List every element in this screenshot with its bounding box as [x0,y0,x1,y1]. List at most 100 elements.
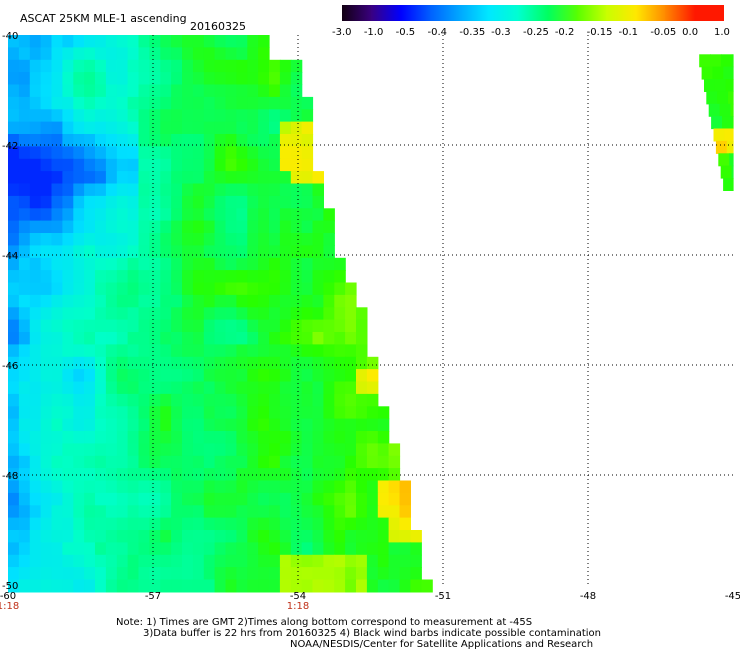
data-cell [51,480,63,494]
data-cell [51,356,63,370]
data-cell [334,492,346,506]
data-cell [160,393,172,407]
data-cell [116,369,129,383]
data-cell [182,517,194,531]
data-cell [105,356,118,370]
data-cell [160,554,172,568]
data-cell [51,517,63,531]
data-cell [73,505,85,519]
data-cell [236,455,248,469]
data-cell [258,158,270,172]
data-cell [182,109,194,123]
data-cell [171,406,183,420]
data-cell [62,47,74,61]
data-cell [269,96,281,110]
data-cell [62,183,74,197]
data-cell [116,257,129,271]
data-cell [214,146,227,160]
data-cell [29,171,42,185]
data-cell [149,406,161,420]
data-cell [182,245,194,259]
data-cell [138,233,150,246]
data-cell [149,220,161,234]
data-cell [160,245,172,259]
data-cell [40,468,53,482]
data-cell [8,542,20,556]
data-cell [279,505,292,519]
data-cell [127,220,140,234]
data-cell [301,134,314,147]
data-cell [334,455,346,469]
data-cell [8,233,20,246]
data-cell [729,153,734,167]
colorbar-tick-label: -0.5 [395,27,416,38]
data-cell [214,220,227,234]
data-cell [29,109,42,123]
data-cell [149,554,161,568]
data-cell [225,579,237,593]
data-cell [116,96,129,110]
data-cell [51,195,63,209]
data-cell [720,54,733,68]
data-cell [214,369,227,383]
data-cell [40,319,53,333]
data-cell [290,542,303,556]
data-cell [258,393,270,407]
data-cell [95,171,107,185]
data-cell [51,492,63,506]
data-cell [225,505,237,519]
data-cell [236,369,248,383]
data-cell [301,554,314,568]
data-cell [290,72,303,86]
data-cell [182,542,194,556]
data-cell [29,233,42,246]
data-cell [312,282,324,296]
data-cell [149,344,161,358]
data-cell [258,47,270,61]
data-cell [95,431,107,444]
data-cell [84,431,96,444]
data-cell [8,195,20,209]
data-cell [334,505,346,519]
data-cell [40,257,53,271]
data-cell [269,158,281,172]
data-cell [279,431,292,444]
data-cell [105,208,118,222]
data-cell [160,146,172,160]
data-cell [127,455,140,469]
data-cell [301,96,314,110]
data-cell [40,579,53,593]
data-cell [279,319,292,333]
data-cell [116,146,129,160]
data-cell [149,307,161,321]
data-cell [290,282,303,296]
data-cell [301,530,314,543]
data-cell [203,233,216,246]
data-cell [236,492,248,506]
data-cell [18,332,31,345]
data-cell [192,418,205,432]
data-cell [720,165,733,179]
data-cell [84,468,96,482]
note-line-1: Note: 1) Times are GMT 2)Times along bot… [116,617,533,628]
data-cell [73,233,85,246]
data-cell [73,381,85,395]
data-cell [62,344,74,358]
data-cell [258,183,270,197]
data-cell [279,195,292,209]
data-cell [279,393,292,407]
data-cell [258,492,270,506]
chart-title: ASCAT 25KM MLE-1 ascending [20,12,187,25]
data-cell [127,505,140,519]
data-cell [18,282,31,296]
data-cell [236,517,248,531]
data-cell [399,480,411,494]
data-cell [718,153,730,167]
data-cell [149,319,161,333]
data-cell [127,183,140,197]
data-cell [312,492,324,506]
data-cell [8,183,20,197]
data-cell [95,418,107,432]
data-cell [312,468,324,482]
data-cell [138,146,150,160]
